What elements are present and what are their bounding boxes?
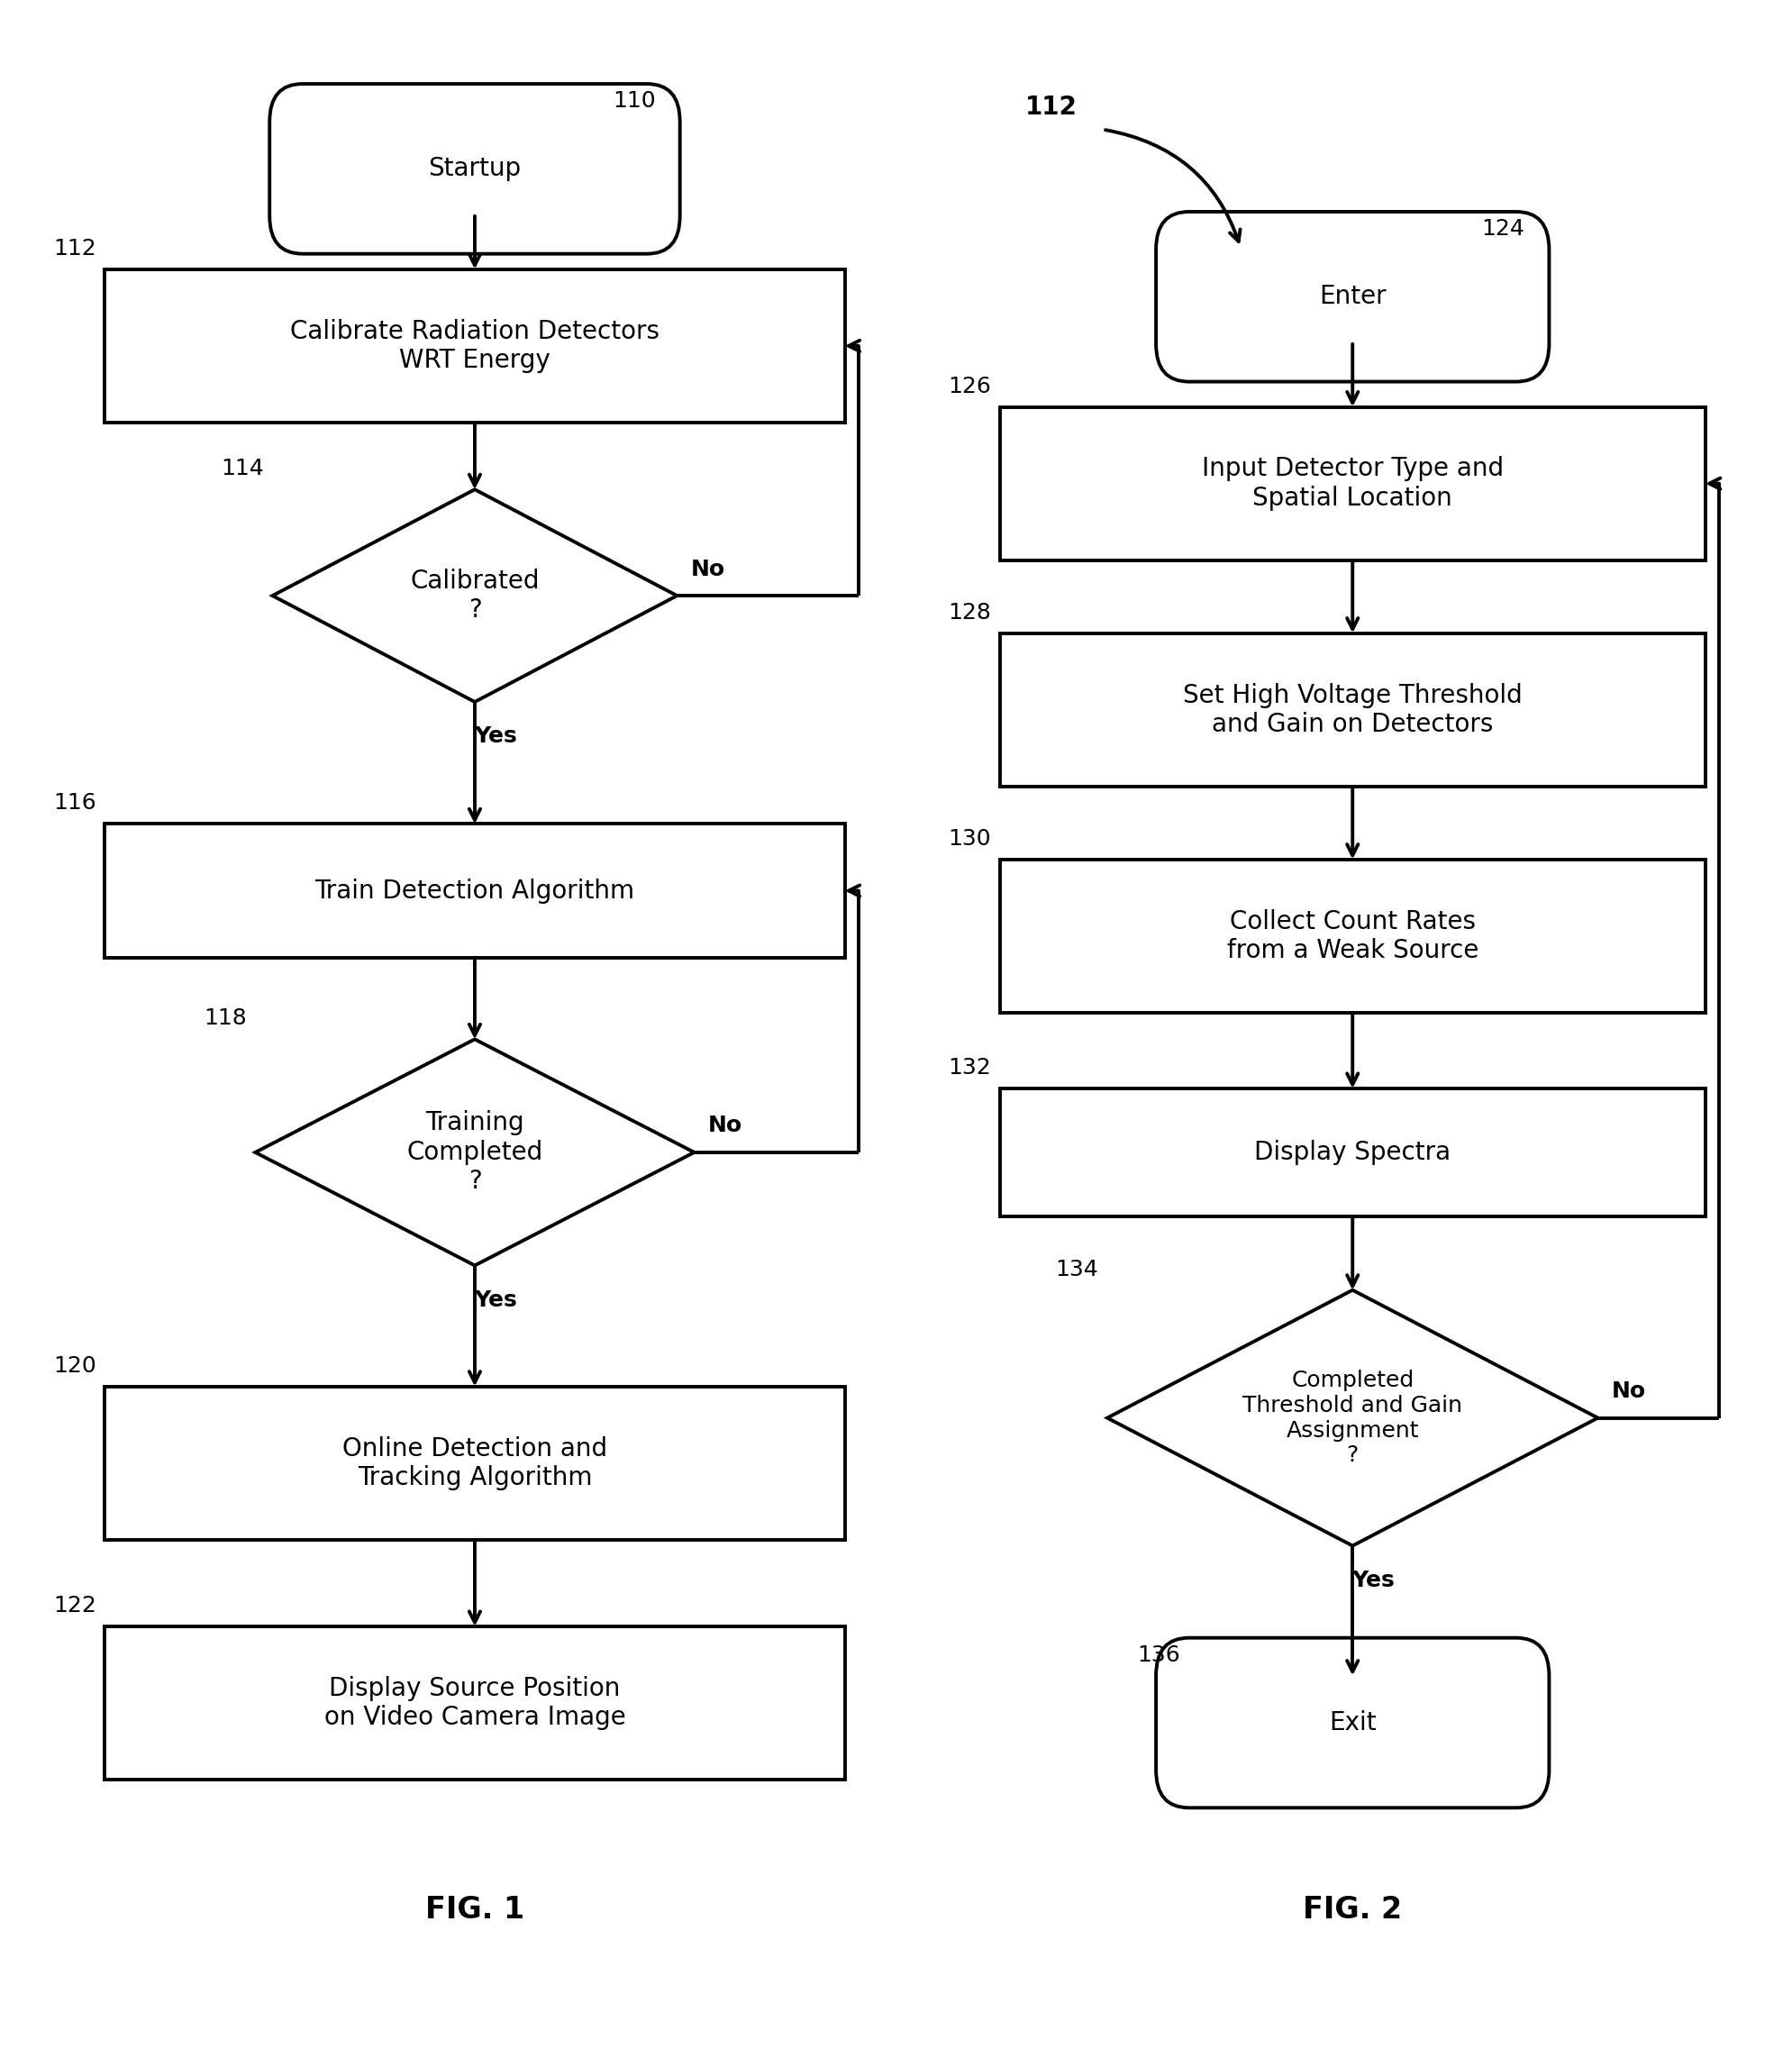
- Text: Yes: Yes: [473, 725, 516, 748]
- Text: No: No: [690, 557, 724, 580]
- FancyBboxPatch shape: [1156, 1637, 1548, 1807]
- Text: No: No: [708, 1115, 742, 1137]
- Text: 114: 114: [220, 459, 263, 479]
- Text: No: No: [1611, 1381, 1645, 1402]
- Text: Display Source Position
on Video Camera Image: Display Source Position on Video Camera …: [324, 1676, 625, 1729]
- Text: 126: 126: [948, 375, 991, 398]
- Bar: [1000, 859, 1704, 1012]
- Text: Exit: Exit: [1328, 1711, 1376, 1736]
- Text: 130: 130: [948, 828, 991, 850]
- Text: Collect Count Rates
from a Weak Source: Collect Count Rates from a Weak Source: [1226, 910, 1478, 963]
- Text: Startup: Startup: [428, 156, 521, 182]
- FancyBboxPatch shape: [269, 84, 679, 254]
- Text: 136: 136: [1136, 1643, 1179, 1666]
- Text: 132: 132: [948, 1057, 991, 1078]
- FancyBboxPatch shape: [1156, 211, 1548, 381]
- Bar: [104, 1387, 844, 1541]
- Text: Train Detection Algorithm: Train Detection Algorithm: [315, 879, 634, 904]
- Bar: [104, 268, 844, 422]
- Bar: [1000, 408, 1704, 559]
- Text: Display Spectra: Display Spectra: [1254, 1139, 1450, 1166]
- Text: 120: 120: [54, 1354, 97, 1377]
- Polygon shape: [1107, 1291, 1597, 1545]
- Text: Yes: Yes: [473, 1289, 516, 1311]
- Text: FIG. 1: FIG. 1: [425, 1895, 523, 1924]
- Bar: [104, 1627, 844, 1781]
- Text: Calibrate Radiation Detectors
WRT Energy: Calibrate Radiation Detectors WRT Energy: [290, 320, 659, 373]
- Text: 118: 118: [204, 1008, 247, 1029]
- Text: Training
Completed
?: Training Completed ?: [407, 1111, 543, 1195]
- Bar: [1000, 1088, 1704, 1217]
- Text: Set High Voltage Threshold
and Gain on Detectors: Set High Voltage Threshold and Gain on D…: [1183, 682, 1521, 738]
- Text: Yes: Yes: [1351, 1570, 1394, 1590]
- Text: 124: 124: [1480, 217, 1523, 240]
- Bar: [1000, 633, 1704, 787]
- Polygon shape: [272, 490, 677, 703]
- Bar: [104, 824, 844, 957]
- Text: Online Detection and
Tracking Algorithm: Online Detection and Tracking Algorithm: [342, 1436, 607, 1490]
- Text: 122: 122: [54, 1594, 97, 1617]
- Text: 112: 112: [54, 238, 97, 260]
- Text: 134: 134: [1055, 1258, 1098, 1281]
- Text: 128: 128: [948, 602, 991, 623]
- Text: FIG. 2: FIG. 2: [1303, 1895, 1401, 1924]
- Text: 110: 110: [613, 90, 656, 113]
- Text: Calibrated
?: Calibrated ?: [410, 568, 539, 623]
- Text: Enter: Enter: [1319, 285, 1385, 309]
- Text: 116: 116: [54, 793, 97, 813]
- Polygon shape: [254, 1039, 694, 1266]
- Text: Input Detector Type and
Spatial Location: Input Detector Type and Spatial Location: [1201, 457, 1503, 510]
- Text: Completed
Threshold and Gain
Assignment
?: Completed Threshold and Gain Assignment …: [1242, 1369, 1462, 1467]
- Text: 112: 112: [1025, 94, 1077, 119]
